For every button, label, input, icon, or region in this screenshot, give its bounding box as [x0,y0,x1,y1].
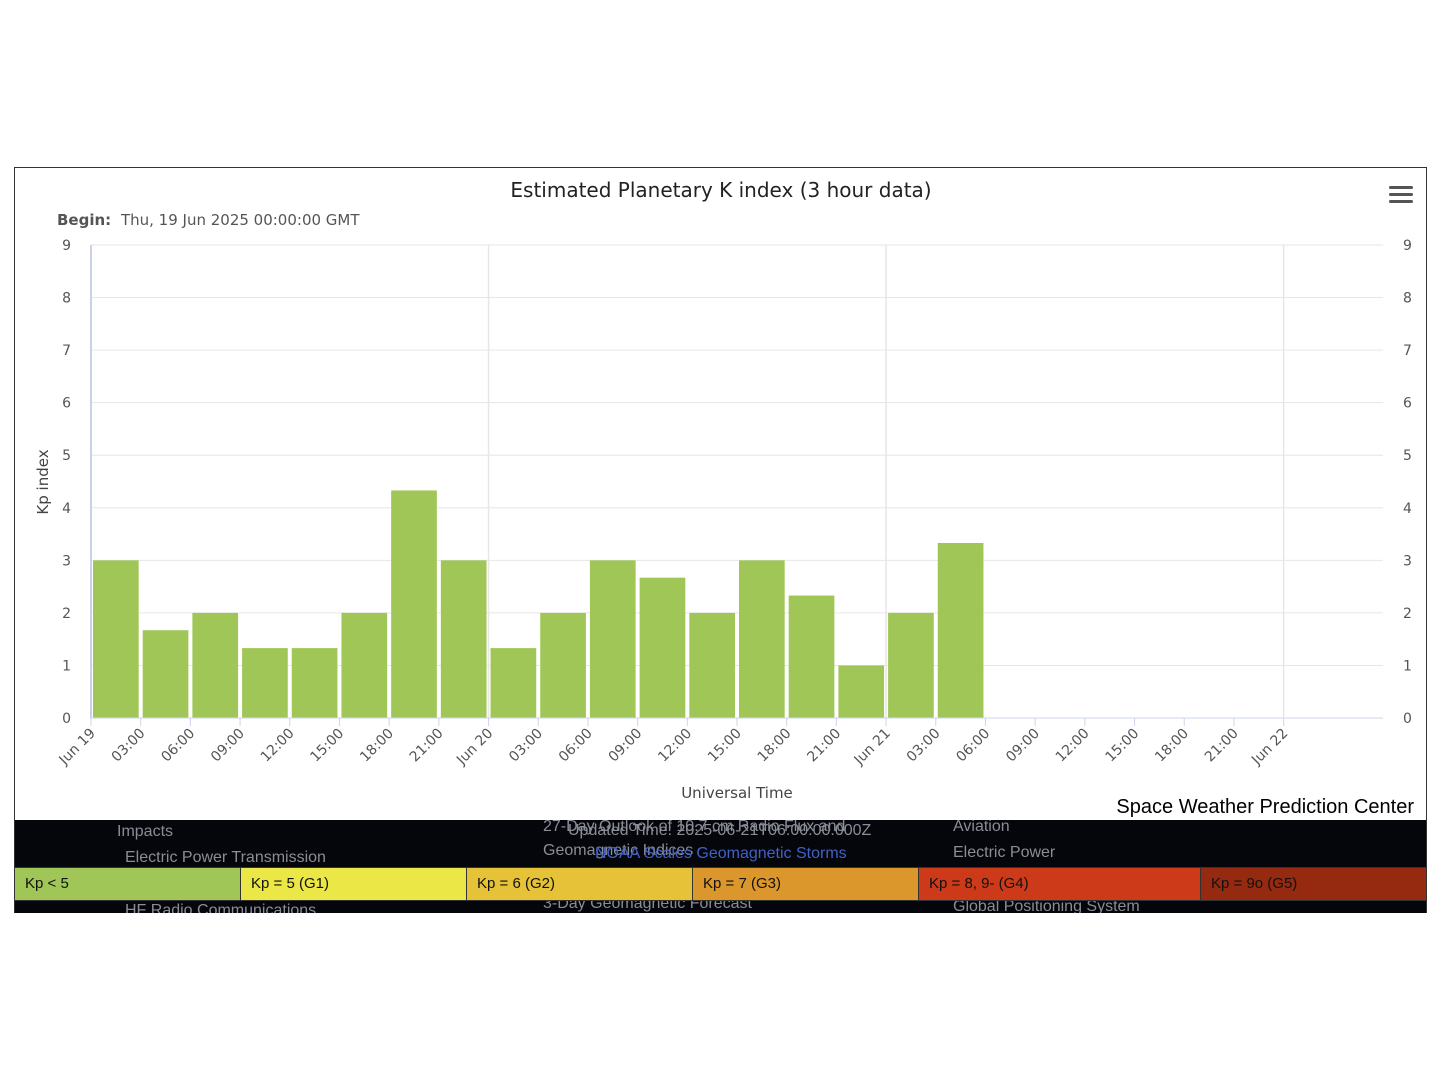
x-tick-label: 21:00 [407,726,447,766]
kp-bar [540,612,586,718]
scale-g2: Kp = 6 (G2) [467,867,693,901]
kp-bar [192,612,239,718]
x-tick-label: 09:00 [1003,726,1043,766]
x-tick-label: Jun 21 [851,726,894,769]
x-tick-label: 12:00 [1053,726,1093,766]
kp-bar [291,648,338,718]
x-tick-label: 12:00 [258,726,298,766]
x-tick-label: Jun 20 [453,726,496,769]
scale-g4: Kp = 8, 9- (G4) [919,867,1201,901]
y-tick-label-left: 7 [62,343,71,359]
footer-ghost-text: Electric Power [953,844,1056,861]
footer-ghost-text: Impacts [117,823,174,840]
footer-ghost-text: Aviation [953,820,1010,835]
y-tick-label-right: 4 [1403,501,1412,517]
kp-bar [93,560,139,718]
x-tick-label: 03:00 [109,726,149,766]
footer-ghost-text: Electric Power Transmission [125,849,326,866]
noaa-scales-link[interactable]: NOAA Scales Geomagnetic Storms [595,845,847,862]
grid-lines [91,244,1383,719]
y-tick-label-left: 8 [62,291,71,307]
x-tick-label: 15:00 [705,726,745,766]
scale-kp-lt-5: Kp < 5 [15,867,241,901]
scale-g1: Kp = 5 (G1) [241,867,467,901]
footer-ghost-text: Updated Time: 2025-06-21T06:00:00.000Z [568,822,872,839]
y-tick-label-left: 4 [62,501,71,517]
x-tick-label: 09:00 [208,726,248,766]
kp-bar [142,630,189,718]
y-axis-title: Kp index [34,449,52,514]
y-tick-label-left: 0 [62,711,71,727]
y-tick-label-right: 9 [1403,238,1412,254]
x-tick-label: Jun 19 [56,726,99,769]
x-tick-label: 18:00 [755,726,795,766]
menu-line [1389,200,1413,203]
footer-ghost-text: HF Radio Communications [125,902,317,913]
y-tick-label-right: 0 [1403,711,1412,727]
kp-bar [838,665,885,718]
x-tick-label: 06:00 [953,726,993,766]
footer-ghost-text: Global Positioning System [953,898,1140,913]
y-tick-label-left: 2 [62,606,71,622]
y-tick-label-left: 6 [62,396,71,412]
kp-bar [689,612,735,718]
kp-bar [589,560,636,718]
x-tick-label: 18:00 [1152,726,1192,766]
x-tick-label: 03:00 [904,726,944,766]
subtitle-label: Begin: [57,211,111,229]
kp-bar [739,560,785,718]
y-tick-label-right: 8 [1403,291,1412,307]
kp-bar [242,648,288,718]
y-tick-label-right: 5 [1403,448,1412,464]
chart-subtitle: Begin: Thu, 19 Jun 2025 00:00:00 GMT [57,211,360,229]
y-tick-label-left: 1 [62,658,71,674]
menu-line [1389,193,1413,196]
kp-chart-panel: Estimated Planetary K index (3 hour data… [14,167,1427,913]
y-tick-label-right: 7 [1403,343,1412,359]
kp-bar [440,560,487,718]
footer-ghost-text: Geomagnetic Indices [543,842,694,859]
y-tick-label-right: 3 [1403,553,1412,569]
x-tick-label: 06:00 [556,726,596,766]
kp-bar [788,595,835,718]
y-axis-left: 0 1 2 3 4 5 6 7 8 9 [62,238,71,727]
chart-credit: Space Weather Prediction Center [1116,796,1414,818]
x-tick-label: 21:00 [804,726,844,766]
x-tick-label: 15:00 [307,726,347,766]
bars [93,490,984,718]
kp-bar [888,612,934,718]
subtitle-value: Thu, 19 Jun 2025 00:00:00 GMT [120,211,360,229]
scale-g3: Kp = 7 (G3) [693,867,919,901]
y-tick-label-right: 2 [1403,606,1412,622]
kp-bar [937,542,984,718]
y-tick-label-left: 9 [62,238,71,254]
y-tick-label-right: 6 [1403,396,1412,412]
footer-ghost-text: 27-Day Outlook of 10.7 cm Radio Flux and [543,820,846,835]
y-tick-label-right: 1 [1403,658,1412,674]
x-tick-label: 09:00 [606,726,646,766]
x-tick-label: 18:00 [357,726,397,766]
chart-menu-icon[interactable] [1389,184,1413,208]
x-tick-label: Jun 22 [1248,726,1291,769]
y-axis-right: 0 1 2 3 4 5 6 7 8 9 [1403,238,1412,727]
kp-bar [639,577,686,718]
page-footer: Impacts Electric Power Transmission HF R… [15,820,1426,913]
kp-scale-legend: Kp < 5 Kp = 5 (G1) Kp = 6 (G2) Kp = 7 (G… [15,867,1426,901]
y-tick-label-left: 5 [62,448,71,464]
x-tick-label: 03:00 [506,726,546,766]
chart-title: Estimated Planetary K index (3 hour data… [510,178,931,202]
x-tick-label: 21:00 [1202,726,1242,766]
menu-line [1389,186,1413,189]
x-tick-label: 15:00 [1103,726,1143,766]
kp-bar [391,490,437,718]
kp-bar [490,648,537,718]
y-tick-label-left: 3 [62,553,71,569]
x-tick-label: 12:00 [655,726,695,766]
kp-chart: Estimated Planetary K index (3 hour data… [34,178,1412,802]
x-axis-title: Universal Time [681,784,793,802]
x-tick-label: 06:00 [158,726,198,766]
scale-g5: Kp = 9o (G5) [1201,867,1426,901]
kp-bar [341,612,388,718]
